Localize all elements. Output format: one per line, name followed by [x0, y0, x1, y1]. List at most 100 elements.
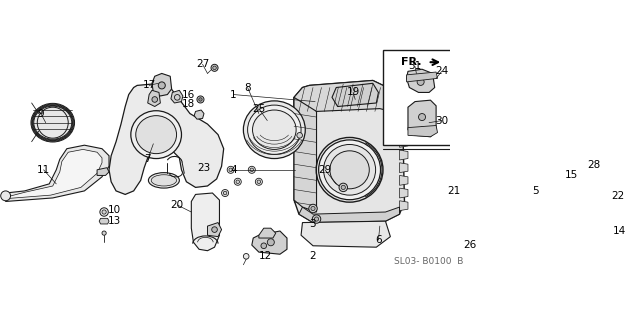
Text: 23: 23	[197, 163, 211, 173]
Circle shape	[152, 97, 157, 102]
Text: 25: 25	[252, 104, 266, 114]
Circle shape	[243, 254, 249, 259]
Text: 8: 8	[244, 83, 251, 93]
Polygon shape	[152, 73, 172, 96]
Polygon shape	[399, 125, 408, 135]
Text: 5: 5	[532, 186, 540, 196]
Text: 31: 31	[408, 61, 422, 72]
Polygon shape	[6, 149, 102, 199]
Circle shape	[339, 183, 348, 192]
Circle shape	[419, 113, 426, 121]
Circle shape	[314, 217, 319, 221]
Circle shape	[261, 243, 267, 249]
Circle shape	[198, 98, 202, 101]
Circle shape	[268, 239, 275, 246]
Ellipse shape	[33, 106, 72, 140]
Polygon shape	[399, 188, 408, 198]
Polygon shape	[408, 125, 438, 137]
Polygon shape	[585, 231, 616, 242]
Ellipse shape	[330, 151, 369, 189]
Text: 13: 13	[108, 216, 120, 226]
Circle shape	[257, 180, 260, 184]
Polygon shape	[148, 90, 161, 106]
Polygon shape	[252, 231, 287, 254]
Polygon shape	[399, 201, 408, 211]
Polygon shape	[571, 151, 595, 161]
Circle shape	[580, 166, 588, 173]
Text: 20: 20	[171, 200, 184, 210]
Ellipse shape	[569, 178, 584, 242]
Text: 19: 19	[346, 88, 360, 97]
Text: 26: 26	[463, 240, 477, 250]
Ellipse shape	[136, 116, 177, 154]
Text: 2: 2	[309, 251, 316, 261]
Polygon shape	[109, 83, 224, 194]
Text: 10: 10	[108, 205, 120, 215]
Ellipse shape	[131, 111, 182, 158]
Text: 6: 6	[375, 235, 381, 245]
Ellipse shape	[148, 173, 179, 188]
Polygon shape	[399, 100, 408, 109]
Ellipse shape	[151, 175, 177, 186]
Ellipse shape	[33, 105, 73, 140]
Ellipse shape	[243, 101, 305, 158]
Circle shape	[250, 168, 253, 172]
Polygon shape	[259, 228, 276, 238]
Text: 21: 21	[447, 186, 460, 196]
Polygon shape	[294, 80, 404, 223]
Text: 28: 28	[588, 160, 601, 170]
Circle shape	[211, 64, 218, 71]
Circle shape	[475, 242, 482, 249]
Circle shape	[37, 107, 68, 138]
Text: 29: 29	[318, 165, 332, 175]
Ellipse shape	[572, 183, 582, 237]
Text: 14: 14	[612, 226, 626, 236]
Polygon shape	[6, 145, 109, 202]
Circle shape	[477, 243, 480, 247]
Ellipse shape	[31, 104, 74, 141]
Circle shape	[223, 191, 227, 195]
Circle shape	[102, 210, 106, 214]
Text: 17: 17	[143, 80, 156, 90]
Polygon shape	[299, 207, 399, 223]
Circle shape	[248, 166, 255, 173]
Circle shape	[599, 223, 606, 230]
Polygon shape	[399, 175, 408, 185]
Text: 9: 9	[38, 109, 44, 118]
Circle shape	[341, 185, 346, 190]
Polygon shape	[399, 163, 408, 173]
Ellipse shape	[31, 103, 75, 142]
Text: 12: 12	[259, 251, 273, 261]
Text: 27: 27	[196, 59, 209, 69]
Circle shape	[587, 206, 592, 211]
Circle shape	[158, 82, 165, 89]
Text: 7: 7	[145, 154, 151, 164]
Circle shape	[221, 190, 228, 197]
Text: 3: 3	[309, 219, 316, 229]
Circle shape	[591, 146, 597, 152]
Polygon shape	[191, 193, 220, 251]
Circle shape	[515, 178, 526, 190]
Polygon shape	[97, 168, 109, 175]
Ellipse shape	[253, 110, 296, 149]
Polygon shape	[332, 83, 378, 106]
Polygon shape	[585, 207, 618, 244]
Text: 15: 15	[564, 170, 578, 180]
Polygon shape	[207, 223, 221, 237]
Circle shape	[197, 96, 204, 103]
Polygon shape	[406, 69, 435, 92]
Circle shape	[175, 94, 180, 100]
Text: 16: 16	[182, 89, 195, 100]
Ellipse shape	[1, 191, 10, 201]
Polygon shape	[571, 198, 595, 209]
Ellipse shape	[34, 106, 72, 139]
Text: 18: 18	[182, 100, 195, 109]
Polygon shape	[571, 149, 596, 207]
Polygon shape	[399, 150, 408, 160]
Circle shape	[518, 181, 524, 187]
Text: 30: 30	[435, 116, 448, 126]
Circle shape	[100, 208, 108, 216]
Circle shape	[227, 166, 234, 173]
Text: 4: 4	[230, 165, 237, 175]
Ellipse shape	[248, 105, 301, 154]
